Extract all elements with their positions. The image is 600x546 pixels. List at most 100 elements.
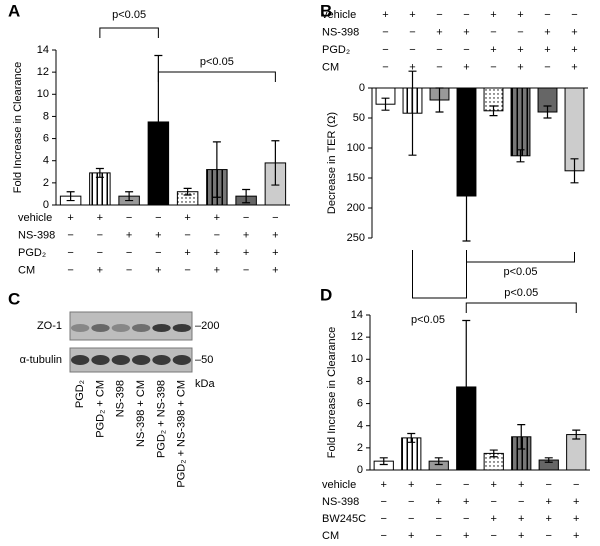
- panel-letter: D: [320, 285, 332, 304]
- condition-label: NS-398: [18, 229, 55, 241]
- error-bar: [379, 457, 388, 466]
- y-tick-label: 14: [351, 309, 363, 321]
- significance-label: p<0.05: [200, 56, 234, 68]
- condition-sign: −: [436, 479, 442, 491]
- condition-sign: +: [546, 513, 552, 525]
- condition-sign: +: [214, 212, 220, 224]
- condition-sign: +: [184, 212, 190, 224]
- blot-strip: [69, 311, 193, 341]
- error-bar: [407, 432, 416, 443]
- condition-sign: +: [517, 44, 523, 56]
- significance-bracket: [466, 252, 575, 263]
- condition-label: vehicle: [18, 212, 52, 224]
- lane-label: NS-398 + CM: [135, 380, 147, 447]
- error-bar: [462, 150, 471, 242]
- condition-sign: −: [544, 9, 550, 21]
- condition-sign: −: [214, 229, 220, 241]
- blot-band: [132, 355, 151, 365]
- condition-label: CM: [322, 530, 339, 542]
- condition-sign: −: [463, 9, 469, 21]
- condition-sign: −: [243, 212, 249, 224]
- condition-sign: −: [490, 26, 496, 38]
- condition-sign: −: [573, 479, 579, 491]
- condition-sign: +: [490, 9, 496, 21]
- condition-label: CM: [18, 264, 35, 276]
- blot-band: [172, 355, 191, 365]
- condition-sign: −: [67, 264, 73, 276]
- error-bar: [489, 449, 498, 458]
- bar: [566, 434, 587, 471]
- y-tick-label: 250: [347, 232, 365, 244]
- condition-sign: −: [518, 496, 524, 508]
- condition-sign: +: [243, 247, 249, 259]
- y-tick-label: 200: [347, 202, 365, 214]
- y-tick-label: 6: [43, 132, 49, 144]
- condition-sign: +: [518, 479, 524, 491]
- bar: [510, 87, 531, 157]
- significance-bracket: [465, 302, 577, 313]
- y-tick-label: 14: [37, 44, 49, 56]
- condition-sign: +: [490, 44, 496, 56]
- y-tick-label: 12: [37, 66, 49, 78]
- lane-label: PGD₂: [74, 380, 86, 408]
- condition-sign: +: [382, 9, 388, 21]
- condition-sign: +: [491, 479, 497, 491]
- condition-sign: +: [517, 9, 523, 21]
- condition-sign: −: [491, 530, 497, 542]
- marker-label: –50: [195, 354, 213, 366]
- error-bar: [271, 140, 280, 186]
- lane-label: NS-398: [115, 380, 127, 417]
- condition-label: NS-398: [322, 496, 359, 508]
- significance-label: p<0.05: [112, 9, 146, 21]
- y-tick-label: 0: [359, 82, 365, 94]
- condition-sign: −: [184, 264, 190, 276]
- y-tick-label: 8: [43, 110, 49, 122]
- condition-sign: +: [573, 496, 579, 508]
- error-bar: [381, 97, 390, 111]
- condition-sign: +: [571, 44, 577, 56]
- condition-label: vehicle: [322, 9, 356, 21]
- condition-sign: −: [436, 530, 442, 542]
- condition-sign: +: [517, 61, 523, 73]
- error-bar: [544, 457, 553, 463]
- y-tick-label: 4: [357, 420, 363, 432]
- y-tick-label: 10: [37, 88, 49, 100]
- condition-sign: −: [67, 247, 73, 259]
- condition-sign: +: [491, 513, 497, 525]
- condition-sign: +: [272, 247, 278, 259]
- condition-sign: −: [436, 9, 442, 21]
- condition-sign: −: [436, 44, 442, 56]
- marker-label: –200: [195, 320, 219, 332]
- error-bar: [212, 141, 221, 198]
- condition-sign: +: [463, 61, 469, 73]
- lane-label: PGD₂ + CM: [94, 380, 106, 438]
- condition-sign: −: [490, 61, 496, 73]
- condition-sign: +: [381, 479, 387, 491]
- condition-sign: −: [155, 247, 161, 259]
- condition-sign: +: [272, 264, 278, 276]
- condition-sign: −: [97, 229, 103, 241]
- y-tick-label: 150: [347, 172, 365, 184]
- row-label: ZO-1: [37, 320, 62, 332]
- error-bar: [435, 87, 444, 113]
- condition-sign: −: [546, 479, 552, 491]
- condition-sign: +: [409, 61, 415, 73]
- blot-band: [71, 355, 90, 365]
- condition-sign: −: [126, 247, 132, 259]
- condition-sign: −: [571, 9, 577, 21]
- error-bar: [95, 167, 104, 178]
- significance-bracket: [157, 71, 276, 82]
- error-bar: [66, 191, 75, 202]
- condition-sign: +: [436, 496, 442, 508]
- condition-sign: −: [436, 61, 442, 73]
- significance-bracket: [99, 27, 159, 38]
- condition-sign: −: [155, 212, 161, 224]
- lane-label: PGD₂ + NS-398 + CM: [176, 380, 188, 488]
- condition-sign: −: [243, 264, 249, 276]
- blot-band: [152, 355, 171, 365]
- blot-band: [71, 324, 90, 332]
- condition-sign: +: [463, 530, 469, 542]
- condition-sign: −: [382, 44, 388, 56]
- y-tick-label: 8: [357, 375, 363, 387]
